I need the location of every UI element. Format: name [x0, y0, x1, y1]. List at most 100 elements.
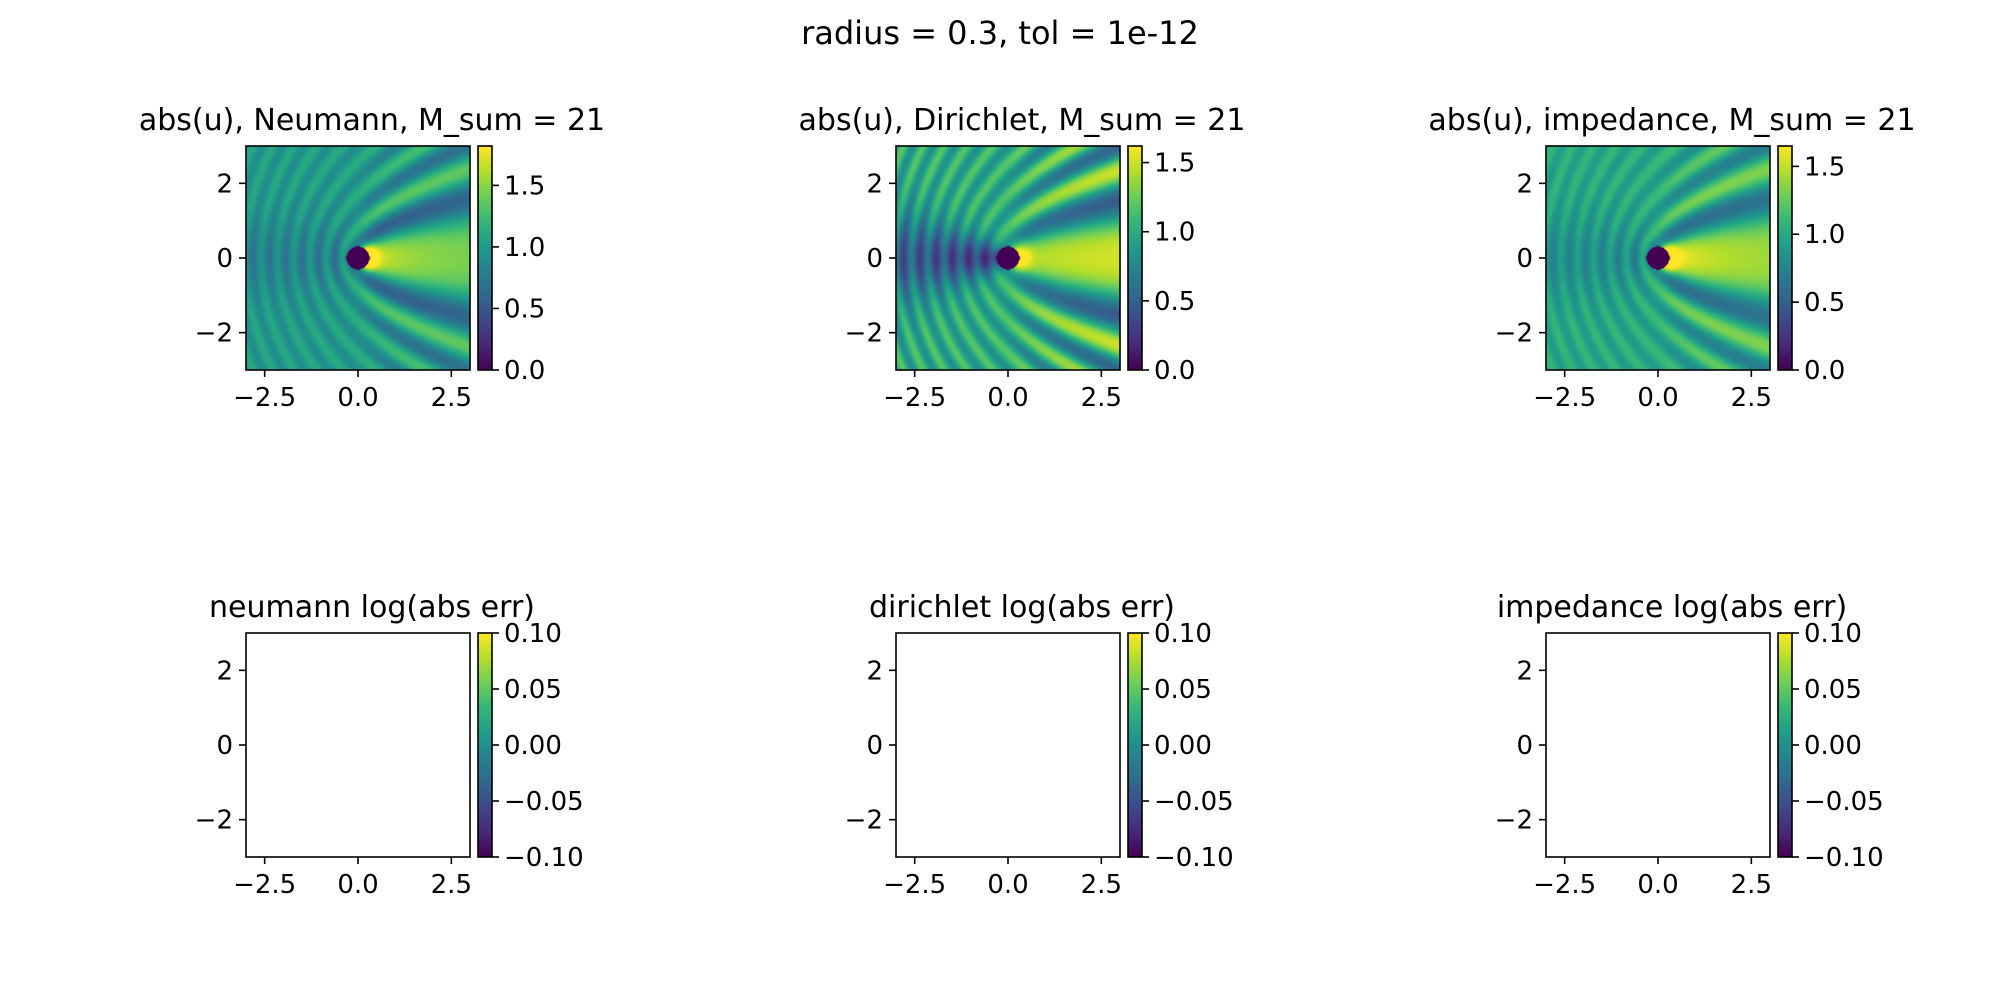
x-tick-label: 2.5: [431, 383, 472, 413]
empty-image: [246, 633, 470, 857]
colorbar-tick-label: 0.05: [1154, 675, 1212, 705]
y-tick-label: 2: [1516, 169, 1533, 199]
figure-suptitle: radius = 0.3, tol = 1e-12: [801, 14, 1199, 52]
x-tick-label: 0.0: [987, 383, 1028, 413]
colorbar-tick-label: 0.05: [1804, 675, 1862, 705]
y-axis: −2 0 2: [845, 169, 896, 349]
y-axis: −2 0 2: [195, 169, 246, 349]
y-tick-label: 0: [1516, 731, 1533, 761]
scatterer-disk: [346, 246, 370, 270]
colorbar-frame: [1127, 145, 1143, 371]
panel-dirichlet-abs: abs(u), Dirichlet, M_sum = 21 −2.5 0.0 2.5…: [799, 103, 1246, 413]
heatmap-image: [246, 633, 470, 857]
colorbar-frame: [477, 145, 493, 371]
colorbar-gradient: [478, 146, 492, 370]
heatmap-image: [896, 146, 1120, 370]
colorbar-tick-label: 0.5: [504, 294, 545, 324]
colorbar: 0.0 0.5 1.0 1.5: [1127, 145, 1195, 386]
colorbar-tick-label: 1.0: [1804, 220, 1845, 250]
colorbar-tick-label: −0.05: [504, 787, 584, 817]
colorbar-tick-label: 0.00: [504, 731, 562, 761]
y-tick-label: 2: [216, 656, 233, 686]
y-tick-label: −2: [1495, 806, 1533, 836]
y-tick-label: −2: [195, 806, 233, 836]
x-tick-label: −2.5: [1533, 870, 1596, 900]
y-axis: −2 0 2: [1495, 656, 1546, 836]
colorbar-gradient: [1778, 146, 1792, 370]
colorbar-tick-label: 0.0: [504, 356, 545, 386]
x-tick-label: 2.5: [431, 870, 472, 900]
panel-title: abs(u), Neumann, M_sum = 21: [139, 103, 605, 138]
scatterer-disk: [1646, 246, 1670, 270]
colorbar: 0.0 0.5 1.0 1.5: [477, 145, 545, 386]
x-tick-label: 0.0: [1637, 870, 1678, 900]
colorbar-tick-label: 0.10: [1804, 619, 1862, 649]
empty-image: [896, 633, 1120, 857]
colorbar-tick-label: 0.0: [1804, 356, 1845, 386]
x-tick-label: 2.5: [1731, 383, 1772, 413]
panel-impedance-err: impedance log(abs err) −2.5 0.0 2.5 −2 0 2 −…: [1495, 590, 1884, 900]
y-tick-label: 2: [216, 169, 233, 199]
heatmap-image: [246, 146, 470, 370]
colorbar-tick-label: 0.5: [1154, 287, 1195, 317]
colorbar-gradient: [1128, 146, 1142, 370]
x-tick-label: 0.0: [337, 870, 378, 900]
x-axis: −2.5 0.0 2.5: [883, 370, 1122, 413]
empty-image: [1546, 633, 1770, 857]
x-axis: −2.5 0.0 2.5: [233, 857, 472, 900]
colorbar-tick-label: 1.0: [504, 233, 545, 263]
y-tick-label: 2: [1516, 656, 1533, 686]
colorbar-tick-label: 0.00: [1804, 731, 1862, 761]
colorbar: 0.0 0.5 1.0 1.5: [1777, 145, 1845, 386]
y-tick-label: −2: [195, 319, 233, 349]
x-axis: −2.5 0.0 2.5: [233, 370, 472, 413]
x-tick-label: 2.5: [1081, 870, 1122, 900]
x-tick-label: −2.5: [233, 870, 296, 900]
panel-impedance-abs: abs(u), impedance, M_sum = 21 −2.5 0.0 2.5…: [1428, 103, 1915, 413]
panel-neumann-abs: abs(u), Neumann, M_sum = 21 −2.5 0.0 2.5 −…: [139, 103, 605, 413]
colorbar-tick-label: 0.10: [504, 619, 562, 649]
heatmap-image: [1546, 146, 1770, 370]
x-axis: −2.5 0.0 2.5: [883, 857, 1122, 900]
colorbar: −0.10 −0.05 0.00 0.05 0.10: [477, 619, 584, 873]
panel-title: abs(u), Dirichlet, M_sum = 21: [799, 103, 1246, 138]
y-axis: −2 0 2: [195, 656, 246, 836]
colorbar: −0.10 −0.05 0.00 0.05 0.10: [1127, 619, 1234, 873]
colorbar-tick-label: 0.0: [1154, 356, 1195, 386]
colorbar-tick-label: 1.5: [1154, 149, 1195, 179]
y-axis: −2 0 2: [1495, 169, 1546, 349]
y-tick-label: 0: [866, 731, 883, 761]
y-tick-label: 0: [216, 244, 233, 274]
scatterer-disk: [996, 246, 1020, 270]
colorbar-tick-label: 0.05: [504, 675, 562, 705]
panel-dirichlet-err: dirichlet log(abs err) −2.5 0.0 2.5 −2 0 2 −…: [845, 590, 1234, 900]
colorbar-frame: [1777, 145, 1793, 371]
x-tick-label: 2.5: [1731, 870, 1772, 900]
colorbar-tick-label: −0.10: [1804, 843, 1884, 873]
y-tick-label: 0: [866, 244, 883, 274]
y-axis: −2 0 2: [845, 656, 896, 836]
y-tick-label: −2: [1495, 319, 1533, 349]
colorbar-tick-label: 0.10: [1154, 619, 1212, 649]
colorbar-tick-label: −0.10: [1154, 843, 1234, 873]
x-tick-label: −2.5: [1533, 383, 1596, 413]
y-tick-label: −2: [845, 806, 883, 836]
panel-title: impedance log(abs err): [1497, 590, 1847, 625]
x-tick-label: 0.0: [987, 870, 1028, 900]
colorbar-tick-label: −0.05: [1154, 787, 1234, 817]
x-tick-label: 0.0: [337, 383, 378, 413]
colorbar-tick-label: 0.00: [1154, 731, 1212, 761]
colorbar-tick-label: 0.5: [1804, 288, 1845, 318]
x-axis: −2.5 0.0 2.5: [1533, 857, 1772, 900]
colorbar-tick-label: −0.10: [504, 843, 584, 873]
x-tick-label: 0.0: [1637, 383, 1678, 413]
colorbar-tick-label: −0.05: [1804, 787, 1884, 817]
colorbar-gradient: [478, 633, 492, 857]
colorbar: −0.10 −0.05 0.00 0.05 0.10: [1777, 619, 1884, 873]
colorbar-gradient: [1778, 633, 1792, 857]
panel-title: abs(u), impedance, M_sum = 21: [1428, 103, 1915, 138]
colorbar-tick-label: 1.0: [1154, 218, 1195, 248]
x-tick-label: 2.5: [1081, 383, 1122, 413]
heatmap-image: [1546, 633, 1770, 857]
